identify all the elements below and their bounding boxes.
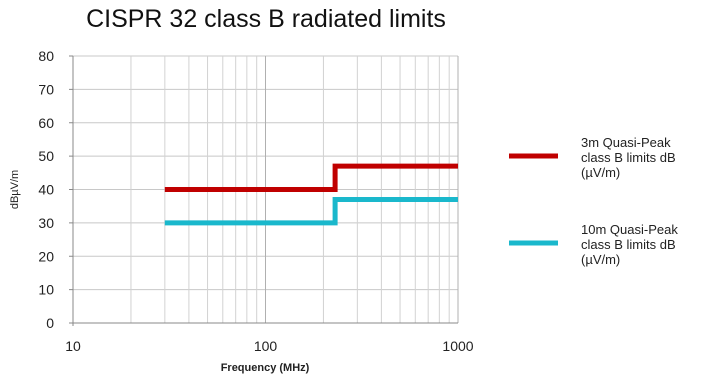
legend-label-line: (µV/m) [581, 252, 620, 267]
y-tick-label: 50 [38, 148, 54, 164]
x-axis-label: Frequency (MHz) [221, 362, 310, 374]
y-tick-label: 10 [38, 282, 54, 298]
y-tick-label: 0 [46, 315, 54, 331]
series-line-1 [164, 163, 458, 192]
chart-title: CISPR 32 class B radiated limits [86, 5, 446, 33]
series-lines [164, 163, 458, 226]
legend-label-line: class B limits dB [581, 237, 676, 252]
x-tick-label: 1000 [442, 338, 473, 354]
x-tick-label: 10 [65, 338, 81, 354]
y-axis-label: dBµV/m [9, 170, 21, 209]
legend-label-line: 3m Quasi-Peak [581, 135, 671, 150]
axes [69, 55, 458, 326]
x-tick-label: 100 [254, 338, 278, 354]
legend-label-line: (µV/m) [581, 165, 620, 180]
series-line-2 [164, 197, 458, 226]
y-tick-label: 30 [38, 215, 54, 231]
y-tick-label: 40 [38, 182, 54, 198]
legend-label-line: 10m Quasi-Peak [581, 222, 678, 237]
y-tick-label: 70 [38, 81, 54, 97]
y-tick-label: 20 [38, 248, 54, 264]
y-tick-label: 80 [38, 48, 54, 64]
y-tick-label: 60 [38, 115, 54, 131]
legend-label-line: class B limits dB [581, 150, 676, 165]
tick-labels: 0 10 20 30 40 50 60 70 80 10 100 1000 [38, 48, 473, 354]
